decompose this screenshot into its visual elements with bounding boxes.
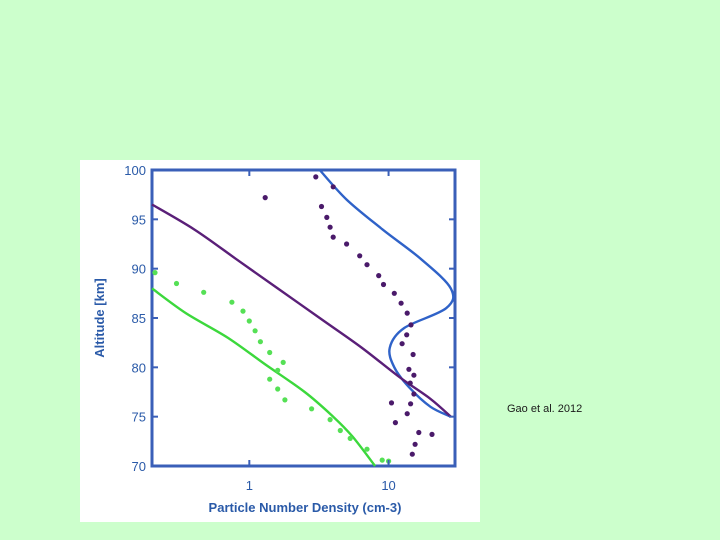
data-point-dots_purple: [324, 214, 330, 220]
data-point-dots_green: [267, 376, 273, 382]
y-axis-title: Altitude [km]: [92, 278, 107, 357]
data-point-dots_green: [379, 457, 385, 463]
data-point-dots_green: [275, 386, 281, 392]
data-point-dots_purple: [380, 281, 387, 288]
y-tick-label: 95: [132, 212, 146, 227]
data-point-dots_purple: [376, 273, 382, 279]
data-point-dots_purple: [404, 411, 410, 417]
series-line-green: [151, 287, 377, 467]
data-point-dots_purple: [404, 310, 410, 316]
data-point-dots_purple: [407, 380, 413, 386]
data-point-dots_purple: [330, 234, 336, 240]
data-point-dots_purple: [388, 400, 395, 406]
x-tick-label: 10: [381, 478, 395, 493]
data-point-dots_purple: [411, 391, 417, 397]
y-tick-label: 80: [132, 360, 146, 375]
data-point-dots_purple: [262, 195, 268, 201]
data-point-dots_green: [201, 289, 207, 295]
data-point-dots_green: [257, 339, 263, 345]
data-point-dots_purple: [357, 253, 363, 259]
data-point-dots_purple: [404, 332, 410, 338]
data-point-dots_green: [240, 308, 246, 314]
data-point-dots_purple: [408, 322, 414, 328]
data-point-dots_green: [309, 406, 315, 412]
data-point-dots_purple: [406, 366, 412, 372]
data-point-dots_purple: [411, 372, 417, 378]
y-tick-label: 85: [132, 311, 146, 326]
data-point-dots_purple: [399, 341, 405, 347]
chart: 70 75 80 85 90 95 100 1 10 Particle Number Densi…: [92, 163, 457, 515]
data-point-dots_green: [267, 349, 273, 356]
data-point-dots_green: [275, 367, 281, 373]
data-point-dots_purple: [429, 431, 435, 437]
data-point-dots_purple: [409, 451, 415, 457]
data-point-dots_purple: [330, 184, 336, 190]
citation-text: Gao et al. 2012: [507, 403, 583, 415]
plot-frame: [150, 168, 457, 468]
data-point-dots_purple: [416, 429, 422, 436]
data-point-dots_green: [252, 328, 258, 334]
data-point-dots_purple: [313, 174, 319, 180]
data-point-dots_green: [246, 318, 252, 324]
data-point-dots_purple: [412, 441, 418, 447]
data-point-dots_purple: [318, 203, 325, 210]
data-point-dots_purple: [392, 420, 398, 426]
y-tick-label: 70: [132, 459, 146, 474]
series-line-purple: [151, 203, 452, 418]
altitude-density-figure: 70 75 80 85 90 95 100 1 10 Particle Number Densi…: [80, 160, 480, 522]
data-point-dots_green: [280, 359, 286, 365]
x-tick-label: 1: [246, 478, 253, 493]
data-point-dots_green: [152, 270, 158, 276]
data-point-dots_green: [347, 435, 353, 441]
y-tick-label: 90: [132, 262, 146, 277]
data-point-dots_purple: [327, 224, 333, 230]
x-axis-title: Particle Number Density (cm-3): [209, 500, 402, 515]
data-point-dots_green: [229, 299, 235, 305]
data-point-dots_green: [282, 397, 288, 403]
data-point-dots_purple: [364, 262, 370, 268]
data-point-dots_green: [364, 446, 370, 452]
data-point-dots_purple: [344, 241, 350, 247]
data-point-dots_purple: [408, 401, 414, 407]
data-point-dots_green: [337, 427, 343, 434]
data-point-dots_green: [173, 280, 180, 287]
y-tick-label: 75: [132, 410, 146, 425]
data-point-dots_green: [327, 417, 333, 423]
data-point-dots_purple: [391, 290, 397, 296]
y-tick-label: 100: [124, 163, 146, 178]
data-point-dots_purple: [398, 300, 404, 306]
data-point-dots_purple: [410, 351, 416, 358]
series-line-blue: [318, 169, 455, 418]
